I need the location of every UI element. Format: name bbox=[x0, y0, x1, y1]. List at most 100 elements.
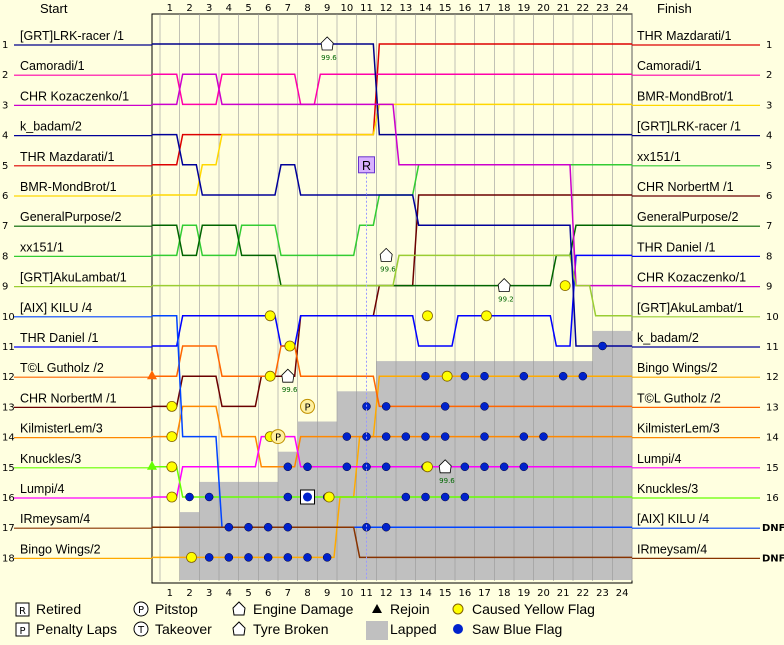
start-driver-label: Knuckles/3 bbox=[20, 452, 81, 466]
blue-flag-marker bbox=[460, 462, 470, 472]
blue-flag-marker bbox=[421, 371, 430, 381]
blue-flag-marker bbox=[342, 432, 352, 441]
start-driver-label: k_badam/2 bbox=[20, 120, 82, 134]
lapped-area-lap-7 bbox=[278, 451, 299, 580]
finish-driver-label: T©L Gutholz /2 bbox=[637, 391, 721, 405]
lap-tick-top: 2 bbox=[186, 3, 192, 14]
lap-tick-bottom: 18 bbox=[498, 588, 511, 599]
engine-damage-marker bbox=[281, 368, 295, 383]
start-driver-label: THR Mazdarati/1 bbox=[20, 150, 115, 164]
position-label-right: 14 bbox=[766, 433, 779, 444]
lap-tick-bottom: 24 bbox=[616, 588, 629, 599]
legend-yellow-symbol bbox=[452, 603, 464, 615]
lap-tick-top: 24 bbox=[616, 3, 629, 14]
finish-driver-label: [GRT]LRK-racer /1 bbox=[637, 120, 741, 134]
start-driver-label: T©L Gutholz /2 bbox=[20, 361, 104, 375]
engine-damage-marker-shape bbox=[320, 36, 334, 51]
position-label-left: 3 bbox=[2, 100, 8, 111]
legend-item-tyre-broken: Tyre Broken bbox=[232, 621, 328, 637]
start-driver-label: [GRT]LRK-racer /1 bbox=[20, 29, 124, 43]
lap-tick-bottom: 23 bbox=[596, 588, 609, 599]
blue-flag-marker bbox=[440, 402, 450, 411]
lapped-area-lap-2 bbox=[179, 512, 200, 580]
legend-lapped-symbol bbox=[366, 621, 388, 640]
lap-tick-bottom: 12 bbox=[380, 588, 393, 599]
engine-damage-marker-shape bbox=[281, 368, 295, 383]
finish-driver-label: IRmeysam/4 bbox=[637, 542, 707, 556]
position-label-right: 13 bbox=[766, 402, 779, 413]
blue-flag-marker bbox=[283, 492, 293, 502]
finish-driver-label: CHR NorbertM /1 bbox=[637, 180, 734, 194]
blue-flag-marker bbox=[480, 402, 489, 411]
lap-tick-bottom: 19 bbox=[517, 588, 530, 599]
start-driver-label: KilmisterLem/3 bbox=[20, 422, 103, 436]
blue-flag-marker bbox=[519, 371, 529, 381]
finish-driver-label: Lumpi/4 bbox=[637, 452, 682, 466]
blue-flag-marker bbox=[381, 402, 391, 411]
blue-flag-marker bbox=[381, 432, 391, 441]
lap-tick-bottom: 22 bbox=[576, 588, 589, 599]
engine-damage-marker bbox=[379, 247, 393, 262]
legend-item-penalty-laps: P Penalty Laps bbox=[15, 621, 117, 637]
lap-tick-bottom: 3 bbox=[206, 588, 212, 599]
legend-label: Lapped bbox=[390, 621, 437, 637]
engine-damage-marker-shape bbox=[379, 247, 393, 262]
series-line bbox=[152, 375, 632, 559]
lap-tick-top: 10 bbox=[340, 3, 353, 14]
legend-item-takeover: T Takeover bbox=[133, 621, 212, 637]
finish-driver-label: xx151/1 bbox=[637, 150, 681, 164]
legend-label: Caused Yellow Flag bbox=[472, 601, 595, 617]
finish-driver-label: k_badam/2 bbox=[637, 331, 699, 345]
blue-flag-marker bbox=[558, 371, 568, 381]
pitstop-marker-letter: P bbox=[304, 402, 310, 413]
legend-house-symbol bbox=[232, 601, 246, 616]
lap-tick-top: 14 bbox=[419, 3, 432, 14]
lapped-area-lap-21 bbox=[553, 361, 574, 580]
legend-label: Rejoin bbox=[390, 601, 430, 617]
lap-tick-top: 21 bbox=[557, 3, 570, 14]
lap-tick-bottom: 9 bbox=[324, 588, 330, 599]
legend-label: Takeover bbox=[155, 621, 212, 637]
lap-tick-top: 18 bbox=[498, 3, 511, 14]
yellow-flag-marker bbox=[264, 370, 276, 382]
position-label-right: 4 bbox=[766, 131, 772, 142]
lap-tick-top: 23 bbox=[596, 3, 609, 14]
lap-tick-top: 22 bbox=[576, 3, 589, 14]
blue-flag-marker bbox=[519, 462, 529, 472]
engine-damage-value: 99.6 bbox=[439, 477, 455, 485]
lap-tick-bottom: 1 bbox=[167, 588, 173, 599]
series-line bbox=[152, 405, 632, 468]
blue-flag-marker bbox=[440, 432, 450, 441]
start-driver-label: CHR NorbertM /1 bbox=[20, 391, 117, 405]
blue-flag-marker bbox=[421, 432, 430, 441]
start-driver-label: BMR-MondBrot/1 bbox=[20, 180, 117, 194]
lap-tick-bottom: 6 bbox=[265, 588, 271, 599]
start-driver-label: IRmeysam/4 bbox=[20, 512, 90, 526]
blue-flag-marker bbox=[263, 553, 273, 562]
position-label-left: 6 bbox=[2, 191, 8, 202]
position-label-left: 16 bbox=[2, 493, 15, 504]
yellow-flag-marker bbox=[166, 431, 178, 443]
legend-circle-symbol bbox=[133, 601, 149, 617]
lap-tick-bottom: 14 bbox=[419, 588, 432, 599]
series-line bbox=[152, 103, 632, 196]
yellow-flag-marker bbox=[284, 340, 296, 352]
finish-driver-label: CHR Kozaczenko/1 bbox=[637, 271, 746, 285]
finish-header: Finish bbox=[657, 1, 692, 16]
lap-tick-bottom: 8 bbox=[304, 588, 310, 599]
blue-flag-marker bbox=[362, 432, 371, 441]
legend-house-symbol bbox=[232, 621, 246, 636]
legend-circle-symbol bbox=[133, 621, 149, 637]
lap-tick-bottom: 5 bbox=[245, 588, 251, 599]
engine-damage-value: 99.6 bbox=[282, 386, 298, 394]
yellow-flag-marker bbox=[264, 310, 276, 322]
position-label-right: 1 bbox=[766, 40, 772, 51]
engine-damage-marker-shape bbox=[438, 459, 452, 474]
blue-flag-marker bbox=[381, 522, 391, 532]
engine-damage-marker bbox=[320, 36, 334, 51]
lapped-area-lap-13 bbox=[396, 361, 417, 580]
lapped-area-lap-24 bbox=[612, 330, 633, 580]
position-label-left: 9 bbox=[2, 282, 8, 293]
start-driver-label: xx151/1 bbox=[20, 240, 64, 254]
yellow-flag-marker bbox=[422, 461, 433, 473]
